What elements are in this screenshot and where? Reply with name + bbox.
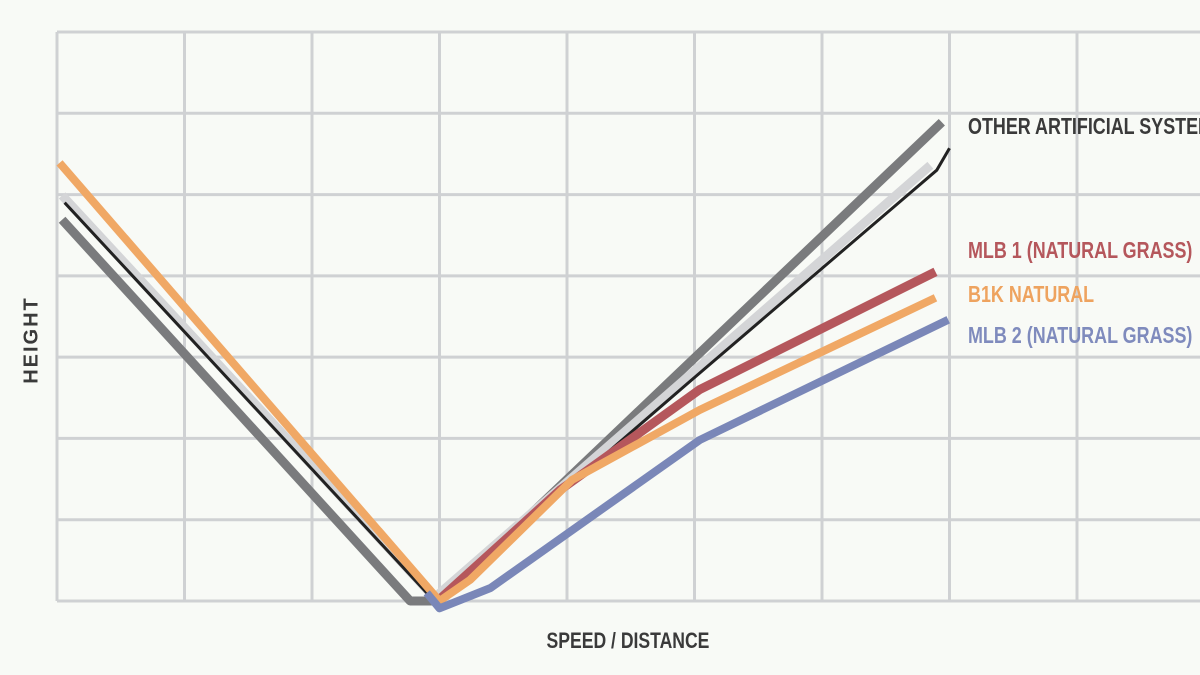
series-labels: OTHER ARTIFICIAL SYSTEMS MLB 1 (NATURAL G… bbox=[968, 114, 1200, 349]
series-line bbox=[423, 316, 950, 613]
series-label: B1K NATURAL bbox=[968, 282, 1094, 308]
series-line bbox=[436, 267, 938, 603]
series-line bbox=[56, 160, 938, 605]
x-axis-title: SPEED / DISTANCE bbox=[547, 629, 710, 653]
series-label: OTHER ARTIFICIAL SYSTEMS bbox=[968, 114, 1200, 140]
series-label: MLB 1 (NATURAL GRASS) bbox=[968, 238, 1192, 264]
y-axis-title: HEIGHT bbox=[20, 296, 42, 384]
series-line bbox=[58, 118, 945, 606]
series-label: MLB 2 (NATURAL GRASS) bbox=[968, 323, 1192, 349]
lines bbox=[56, 118, 951, 613]
